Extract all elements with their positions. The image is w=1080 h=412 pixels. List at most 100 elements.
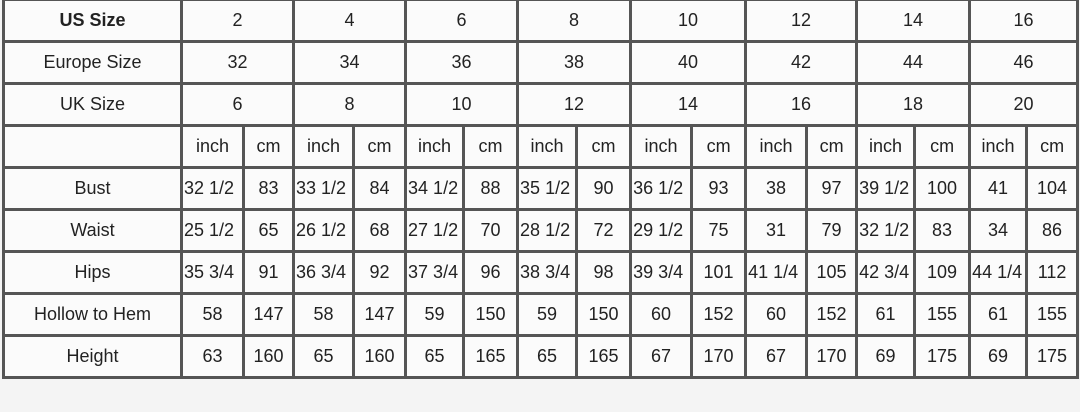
inch-value: 26 1/2 xyxy=(292,208,356,253)
unit-cm: cm xyxy=(352,124,408,169)
row-label: Hollow to Hem xyxy=(2,292,183,337)
cm-value: 175 xyxy=(913,334,972,379)
size-cell: 44 xyxy=(855,40,972,85)
cm-value: 155 xyxy=(913,292,972,337)
measurement-row: Height 63 160 65 160 65 165 65 165 67 170 67 170 69 17… xyxy=(2,334,1080,379)
inch-value: 61 xyxy=(855,292,917,337)
inch-value: 33 1/2 xyxy=(292,166,356,211)
cm-value: 65 xyxy=(241,208,296,253)
row-label: Europe Size xyxy=(2,40,183,85)
cm-value: 170 xyxy=(805,334,859,379)
unit-inch: inch xyxy=(968,124,1029,169)
row-label: Waist xyxy=(2,208,183,253)
row-label: UK Size xyxy=(2,82,183,127)
inch-value: 60 xyxy=(744,292,809,337)
cm-value: 68 xyxy=(352,208,408,253)
unit-inch: inch xyxy=(855,124,917,169)
cm-value: 92 xyxy=(352,250,408,295)
cm-value: 155 xyxy=(1025,292,1080,337)
unit-cm: cm xyxy=(913,124,972,169)
inch-value: 67 xyxy=(744,334,809,379)
size-cell: 18 xyxy=(855,82,972,127)
size-cell: 8 xyxy=(292,82,408,127)
unit-cm: cm xyxy=(462,124,520,169)
size-cell: 14 xyxy=(629,82,748,127)
cm-value: 100 xyxy=(913,166,972,211)
inch-value: 37 3/4 xyxy=(404,250,466,295)
inch-value: 27 1/2 xyxy=(404,208,466,253)
cm-value: 91 xyxy=(241,250,296,295)
inch-value: 32 1/2 xyxy=(180,166,245,211)
cm-value: 160 xyxy=(352,334,408,379)
inch-value: 39 3/4 xyxy=(629,250,694,295)
size-cell: 6 xyxy=(179,82,296,127)
cm-value: 165 xyxy=(575,334,633,379)
size-cell: 16 xyxy=(744,82,859,127)
size-cell: 10 xyxy=(404,82,520,127)
unit-inch: inch xyxy=(744,124,809,169)
inch-value: 58 xyxy=(180,292,245,337)
unit-cm: cm xyxy=(241,124,296,169)
inch-value: 58 xyxy=(292,292,356,337)
row-label: US Size xyxy=(2,0,183,43)
inch-value: 32 1/2 xyxy=(855,208,917,253)
inch-value: 67 xyxy=(629,334,694,379)
row-label: Height xyxy=(2,334,183,379)
cm-value: 84 xyxy=(352,166,408,211)
size-cell: 12 xyxy=(744,0,859,43)
cm-value: 150 xyxy=(575,292,633,337)
size-cell: 12 xyxy=(516,82,633,127)
size-cell: 20 xyxy=(968,82,1080,127)
inch-value: 41 xyxy=(968,166,1029,211)
size-chart-table: US Size 2 4 6 8 10 12 14 16 Europe Size 32 34 36 38 40… xyxy=(2,0,1080,379)
cm-value: 98 xyxy=(575,250,633,295)
cm-value: 105 xyxy=(805,250,859,295)
cm-value: 112 xyxy=(1025,250,1080,295)
cm-value: 88 xyxy=(462,166,520,211)
size-cell: 42 xyxy=(744,40,859,85)
size-cell: 8 xyxy=(516,0,633,43)
cm-value: 160 xyxy=(241,334,296,379)
size-row: US Size 2 4 6 8 10 12 14 16 xyxy=(2,0,1080,43)
cm-value: 147 xyxy=(241,292,296,337)
row-label: Hips xyxy=(2,250,183,295)
inch-value: 28 1/2 xyxy=(516,208,579,253)
inch-value: 42 3/4 xyxy=(855,250,917,295)
unit-cm: cm xyxy=(690,124,748,169)
inch-value: 36 1/2 xyxy=(629,166,694,211)
cm-value: 104 xyxy=(1025,166,1080,211)
inch-value: 34 xyxy=(968,208,1029,253)
inch-value: 36 3/4 xyxy=(292,250,356,295)
inch-value: 25 1/2 xyxy=(180,208,245,253)
inch-value: 31 xyxy=(744,208,809,253)
measurement-row: Bust 32 1/2 83 33 1/2 84 34 1/2 88 35 1/2 90 36 1… xyxy=(2,166,1080,211)
cm-value: 175 xyxy=(1025,334,1080,379)
inch-value: 34 1/2 xyxy=(404,166,466,211)
cm-value: 93 xyxy=(690,166,748,211)
inch-value: 59 xyxy=(404,292,466,337)
cm-value: 109 xyxy=(913,250,972,295)
inch-value: 59 xyxy=(516,292,579,337)
measurement-row: Hips 35 3/4 91 36 3/4 92 37 3/4 96 38 3/4 98 39 3… xyxy=(2,250,1080,295)
cm-value: 72 xyxy=(575,208,633,253)
cm-value: 70 xyxy=(462,208,520,253)
unit-cm: cm xyxy=(805,124,859,169)
inch-value: 44 1/4 xyxy=(968,250,1029,295)
size-cell: 6 xyxy=(404,0,520,43)
cm-value: 152 xyxy=(805,292,859,337)
unit-cm: cm xyxy=(575,124,633,169)
cm-value: 90 xyxy=(575,166,633,211)
size-cell: 16 xyxy=(968,0,1080,43)
inch-value: 41 1/4 xyxy=(744,250,809,295)
inch-value: 39 1/2 xyxy=(855,166,917,211)
size-cell: 2 xyxy=(179,0,296,43)
inch-value: 38 xyxy=(744,166,809,211)
size-cell: 38 xyxy=(516,40,633,85)
inch-value: 63 xyxy=(180,334,245,379)
inch-value: 65 xyxy=(404,334,466,379)
unit-inch: inch xyxy=(180,124,245,169)
cm-value: 150 xyxy=(462,292,520,337)
size-row: UK Size 6 8 10 12 14 16 18 20 xyxy=(2,82,1080,127)
size-row: Europe Size 32 34 36 38 40 42 44 46 xyxy=(2,40,1080,85)
cm-value: 96 xyxy=(462,250,520,295)
